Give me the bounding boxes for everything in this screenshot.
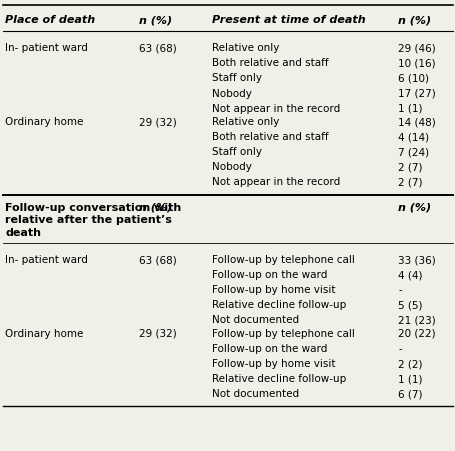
Text: Follow-up by home visit: Follow-up by home visit xyxy=(212,359,335,369)
Text: 14 (48): 14 (48) xyxy=(398,117,436,127)
Text: Follow-up by home visit: Follow-up by home visit xyxy=(212,285,335,295)
Text: Place of death: Place of death xyxy=(5,15,96,25)
Text: n (%): n (%) xyxy=(398,15,431,25)
Text: 7 (24): 7 (24) xyxy=(398,147,429,157)
Text: 10 (16): 10 (16) xyxy=(398,58,436,69)
Text: Relative decline follow-up: Relative decline follow-up xyxy=(212,374,346,384)
Text: n (%): n (%) xyxy=(398,202,431,213)
Text: Follow-up by telephone call: Follow-up by telephone call xyxy=(212,329,354,339)
Text: 1 (1): 1 (1) xyxy=(398,104,423,114)
Text: Both relative and staff: Both relative and staff xyxy=(212,132,328,142)
Text: -: - xyxy=(398,344,402,354)
Text: 6 (7): 6 (7) xyxy=(398,389,423,399)
Text: 33 (36): 33 (36) xyxy=(398,255,436,265)
Text: Not appear in the record: Not appear in the record xyxy=(212,177,340,188)
Text: 29 (32): 29 (32) xyxy=(139,329,177,339)
Text: 6 (10): 6 (10) xyxy=(398,74,429,83)
Text: Follow-up conversation with: Follow-up conversation with xyxy=(5,202,182,213)
Text: Nobody: Nobody xyxy=(212,88,252,98)
Text: relative after the patient’s: relative after the patient’s xyxy=(5,215,172,226)
Text: 17 (27): 17 (27) xyxy=(398,88,436,98)
Text: 21 (23): 21 (23) xyxy=(398,315,436,325)
Text: Follow-up on the ward: Follow-up on the ward xyxy=(212,270,327,280)
Text: 4 (14): 4 (14) xyxy=(398,132,429,142)
Text: 63 (68): 63 (68) xyxy=(139,255,177,265)
Text: 29 (32): 29 (32) xyxy=(139,117,177,127)
Text: Relative only: Relative only xyxy=(212,117,279,127)
Text: death: death xyxy=(5,228,41,238)
Text: 2 (2): 2 (2) xyxy=(398,359,423,369)
Text: Ordinary home: Ordinary home xyxy=(5,329,84,339)
Text: 2 (7): 2 (7) xyxy=(398,162,423,172)
Text: Not documented: Not documented xyxy=(212,315,298,325)
Text: 1 (1): 1 (1) xyxy=(398,374,423,384)
Text: 4 (4): 4 (4) xyxy=(398,270,423,280)
Text: n (%): n (%) xyxy=(139,202,172,213)
Text: Relative decline follow-up: Relative decline follow-up xyxy=(212,300,346,310)
Text: 63 (68): 63 (68) xyxy=(139,43,177,53)
Text: Relative only: Relative only xyxy=(212,43,279,53)
Text: Both relative and staff: Both relative and staff xyxy=(212,58,328,69)
Text: Not documented: Not documented xyxy=(212,389,298,399)
Text: Staff only: Staff only xyxy=(212,74,262,83)
Text: Follow-up on the ward: Follow-up on the ward xyxy=(212,344,327,354)
Text: Ordinary home: Ordinary home xyxy=(5,117,84,127)
Text: Nobody: Nobody xyxy=(212,162,252,172)
Text: 29 (46): 29 (46) xyxy=(398,43,436,53)
Text: 20 (22): 20 (22) xyxy=(398,329,436,339)
Text: In- patient ward: In- patient ward xyxy=(5,255,88,265)
Text: Present at time of death: Present at time of death xyxy=(212,15,365,25)
Text: 2 (7): 2 (7) xyxy=(398,177,423,188)
Text: 5 (5): 5 (5) xyxy=(398,300,423,310)
Text: -: - xyxy=(398,285,402,295)
Text: Not appear in the record: Not appear in the record xyxy=(212,104,340,114)
Text: In- patient ward: In- patient ward xyxy=(5,43,88,53)
Text: Follow-up by telephone call: Follow-up by telephone call xyxy=(212,255,354,265)
Text: n (%): n (%) xyxy=(139,15,172,25)
Text: Staff only: Staff only xyxy=(212,147,262,157)
